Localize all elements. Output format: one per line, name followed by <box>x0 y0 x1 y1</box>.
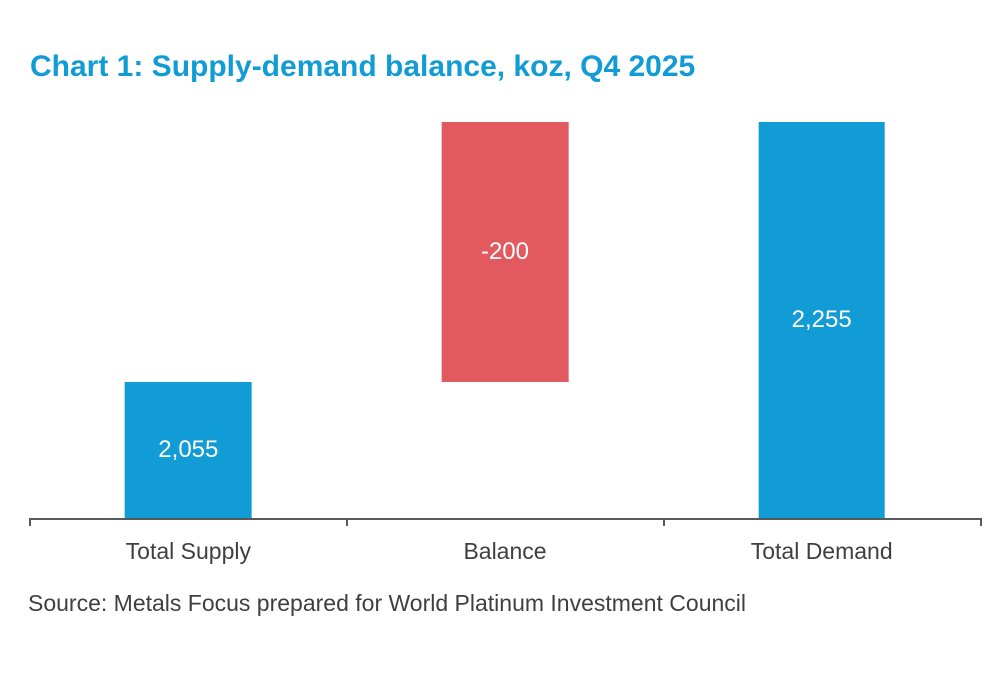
x-label-total-supply: Total Supply <box>125 538 251 564</box>
axis-tick <box>980 520 982 526</box>
bar-cell: 2,055 <box>30 122 347 518</box>
plot-area: 2,055 -200 2,255 <box>30 122 980 518</box>
bar-cell: -200 <box>347 122 664 518</box>
chart-title: Chart 1: Supply-demand balance, koz, Q4 … <box>30 50 696 83</box>
x-label-balance: Balance <box>463 538 547 564</box>
bar-total-demand: 2,255 <box>758 122 885 518</box>
x-axis-labels: Total Supply Balance Total Demand <box>30 538 980 565</box>
bar-total-supply: 2,055 <box>125 381 252 518</box>
bar-balance: -200 <box>441 122 569 382</box>
x-label-total-demand: Total Demand <box>750 538 893 564</box>
bar-value-label: -200 <box>480 237 530 265</box>
axis-tick <box>345 520 348 526</box>
bar-cell: 2,255 <box>663 122 980 518</box>
axis-tick <box>663 520 666 526</box>
bar-value-label: 2,055 <box>158 435 219 463</box>
source-note: Source: Metals Focus prepared for World … <box>28 590 746 616</box>
axis-tick <box>29 520 31 526</box>
x-axis-line <box>29 518 982 526</box>
bar-value-label: 2,255 <box>791 306 852 333</box>
